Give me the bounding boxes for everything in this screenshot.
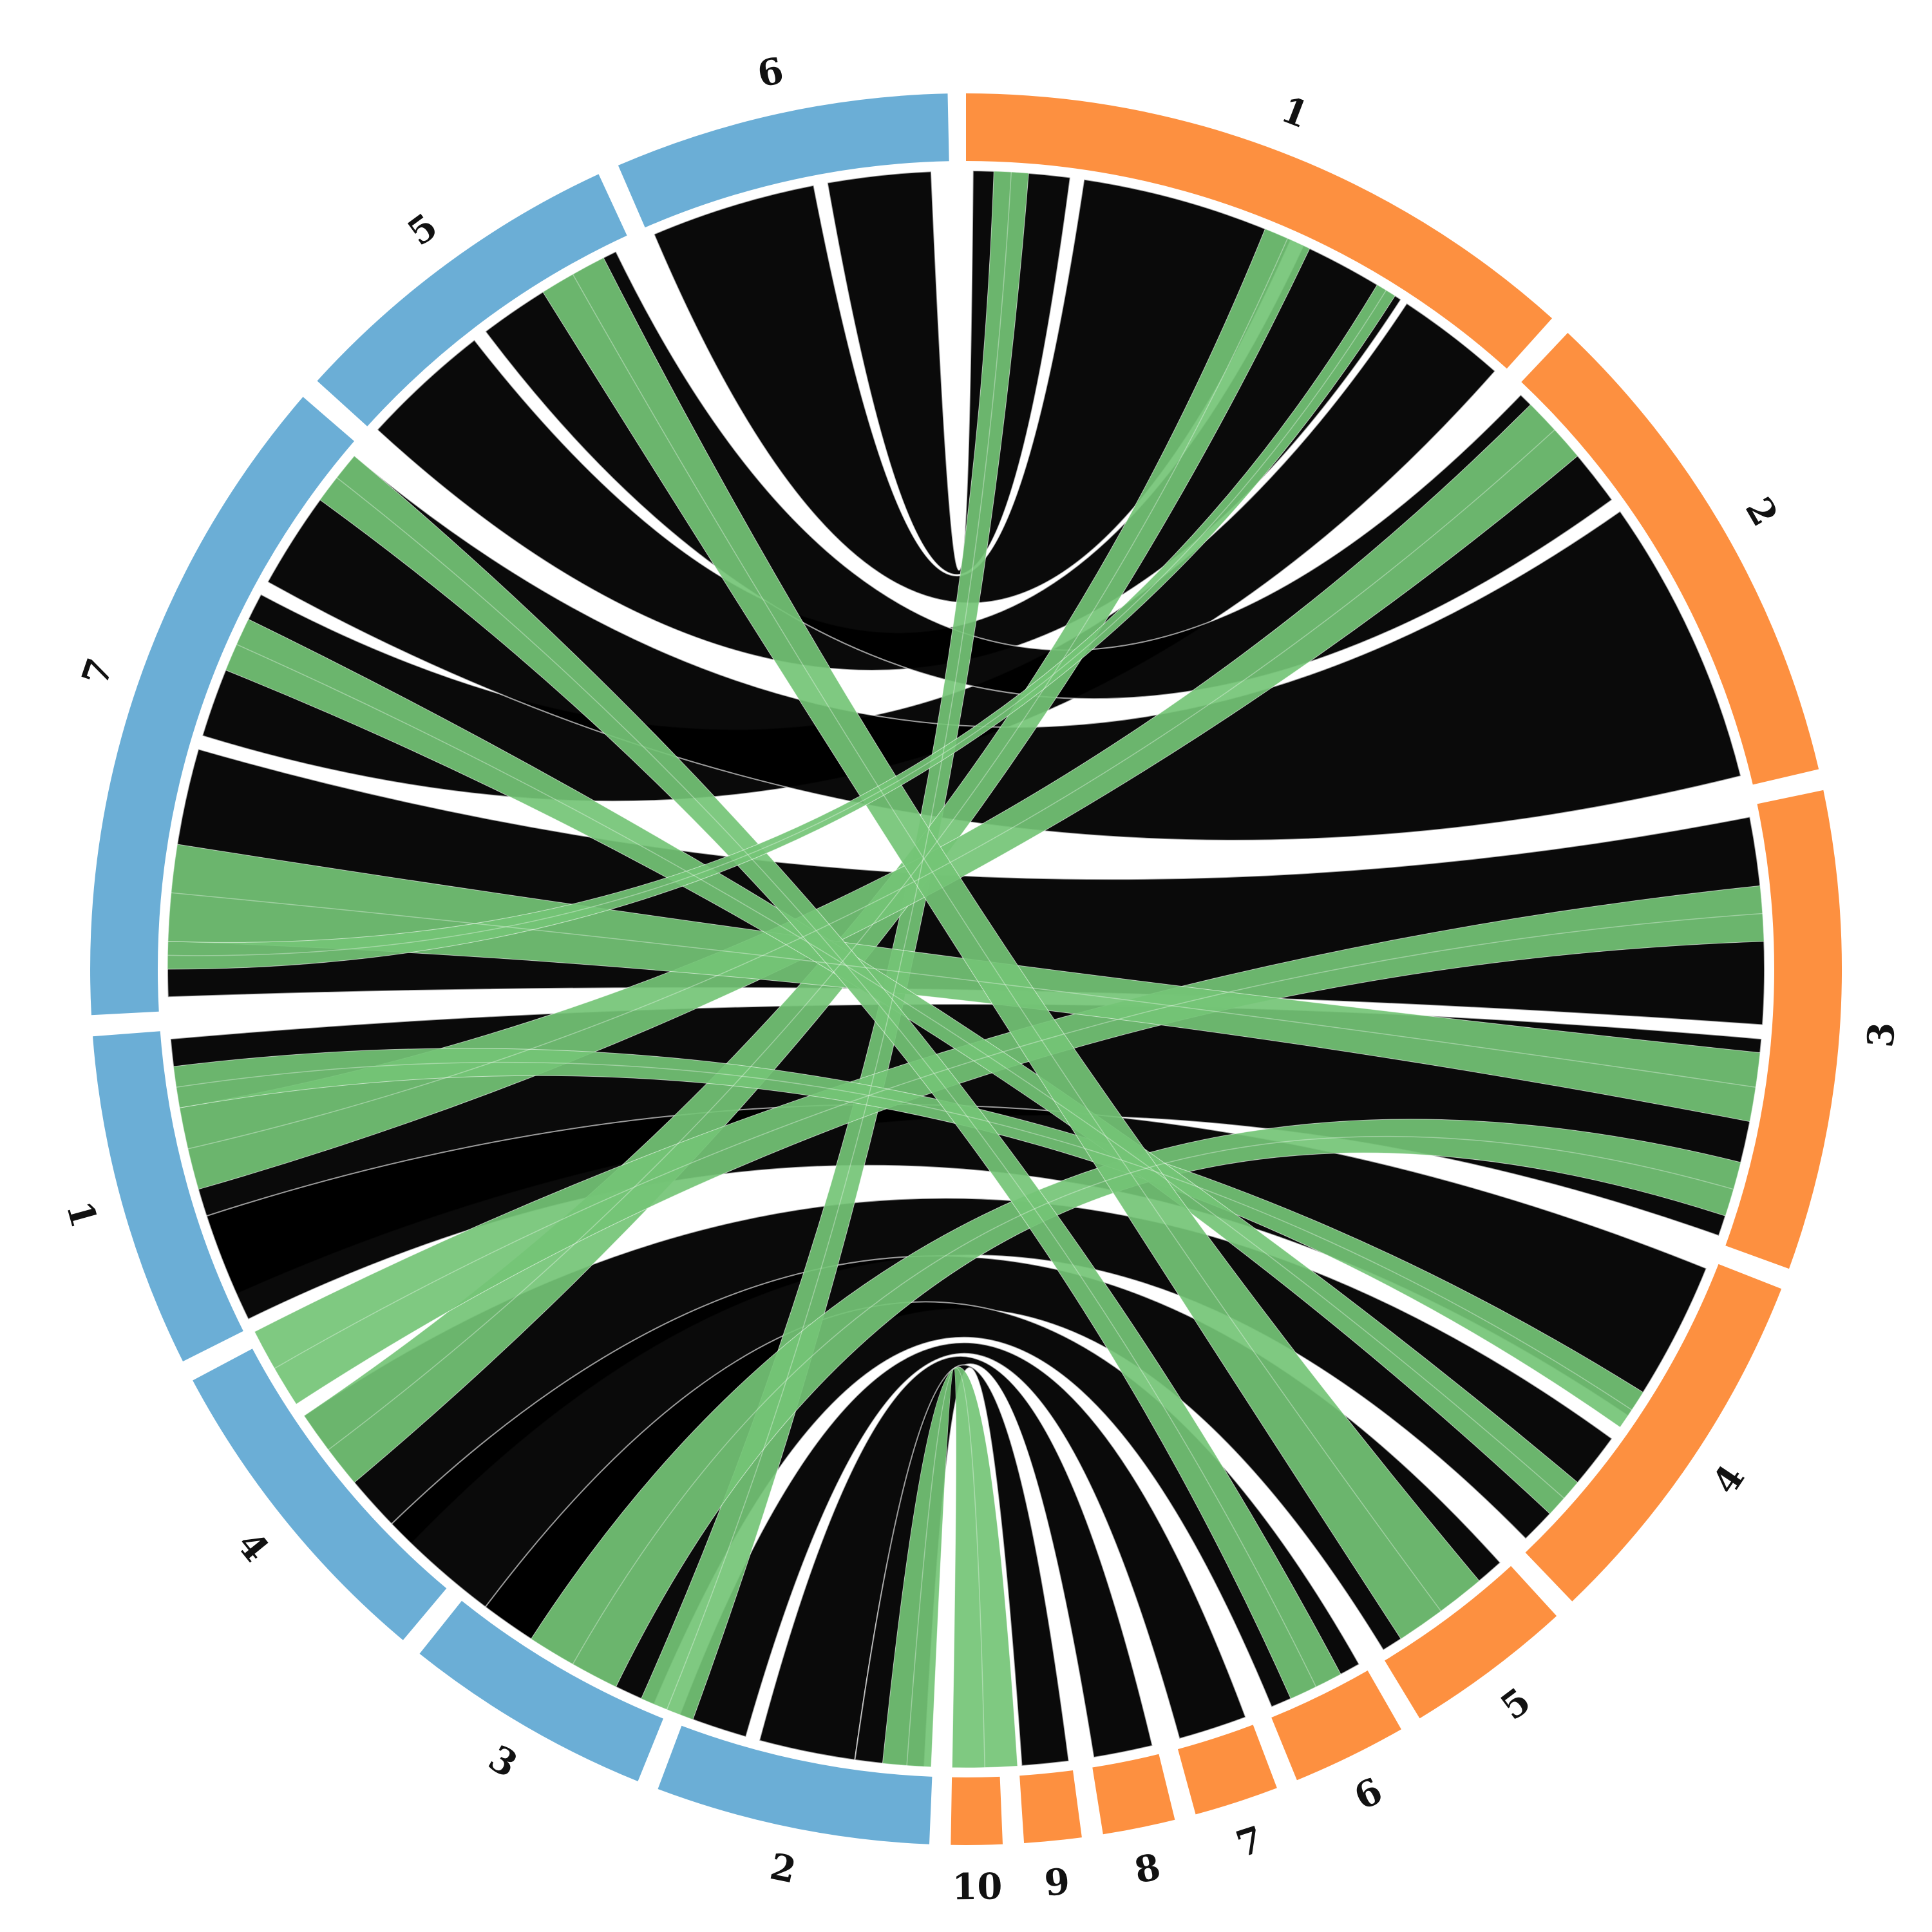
ribbon-highlight-17 — [179, 404, 1578, 1190]
segment-label-blue-6: 6 — [753, 49, 787, 96]
segment-orange-10 — [951, 1776, 1003, 1846]
segment-label-orange-3: 3 — [1859, 1021, 1904, 1049]
segment-label-orange-6: 6 — [1348, 1770, 1389, 1819]
segment-label-orange-7: 7 — [1231, 1818, 1268, 1866]
ribbon-highlight-18 — [254, 885, 1765, 1405]
segment-label-blue-1: 1 — [58, 1197, 106, 1232]
segment-blue-4 — [193, 1349, 447, 1640]
ribbons-layer — [167, 169, 1765, 1768]
segment-orange-4 — [1525, 1264, 1782, 1602]
segment-label-blue-7: 7 — [73, 653, 122, 690]
segment-label-orange-9: 9 — [1043, 1860, 1072, 1905]
segment-label-orange-2: 2 — [1737, 490, 1786, 533]
segment-blue-2 — [658, 1725, 933, 1844]
ribbon-highlight-midline-2 — [187, 429, 1555, 1150]
ribbon-highlight-23 — [542, 257, 1480, 1640]
segment-label-orange-10: 10 — [952, 1865, 1003, 1908]
ribbon-highlight-20 — [530, 1119, 1741, 1688]
segment-label-orange-8: 8 — [1131, 1846, 1164, 1892]
segment-label-blue-4: 4 — [229, 1524, 278, 1570]
segments-layer — [90, 93, 1842, 1846]
ribbon-highlight-15 — [640, 171, 1029, 1720]
ribbon-highlight-midline-4 — [171, 892, 1756, 1088]
segment-label-orange-4: 4 — [1704, 1457, 1754, 1502]
ribbon-highlight-25 — [882, 1367, 1018, 1768]
ribbon-primary-12 — [679, 1342, 1247, 1740]
segment-label-orange-5: 5 — [1493, 1680, 1539, 1728]
segment-blue-5 — [317, 174, 627, 426]
segment-orange-6 — [1271, 1671, 1401, 1781]
ribbon-highlight-midline-0 — [666, 171, 1012, 1710]
ribbon-highlight-midline-1 — [328, 238, 1289, 1450]
ribbon-highlight-16 — [303, 228, 1311, 1483]
ribbon-highlight-midline-7 — [236, 643, 1565, 1499]
segment-orange-7 — [1178, 1725, 1277, 1815]
segment-blue-7 — [90, 397, 355, 1016]
segment-label-blue-2: 2 — [766, 1845, 799, 1891]
segment-orange-1 — [966, 93, 1552, 369]
segment-label-blue-5: 5 — [400, 205, 445, 254]
ribbon-highlight-midline-11 — [167, 290, 1387, 956]
segment-label-orange-1: 1 — [1276, 88, 1314, 137]
segment-orange-5 — [1385, 1566, 1557, 1719]
segment-blue-3 — [419, 1600, 663, 1781]
segment-orange-8 — [1092, 1754, 1175, 1835]
ribbon-primary-5 — [267, 455, 1742, 841]
ribbon-highlight-midline-9 — [336, 477, 1317, 1687]
segment-orange-3 — [1725, 790, 1842, 1269]
ribbon-highlight-midline-5 — [572, 1135, 1734, 1665]
segment-label-blue-3: 3 — [482, 1737, 525, 1786]
ribbon-highlight-midline-6 — [176, 1061, 1633, 1411]
segment-orange-9 — [1019, 1770, 1082, 1843]
segment-blue-1 — [93, 1031, 243, 1361]
segment-orange-2 — [1521, 332, 1819, 785]
ribbon-highlight-midline-3 — [274, 913, 1763, 1369]
segment-blue-6 — [618, 93, 949, 228]
ribbon-highlight-24 — [319, 455, 1341, 1700]
ribbon-primary-13 — [758, 1355, 1153, 1761]
ribbon-highlight-midline-8 — [572, 274, 1442, 1612]
ribbon-highlight-26 — [167, 284, 1396, 970]
ribbon-highlight-midline-10 — [906, 1367, 985, 1768]
